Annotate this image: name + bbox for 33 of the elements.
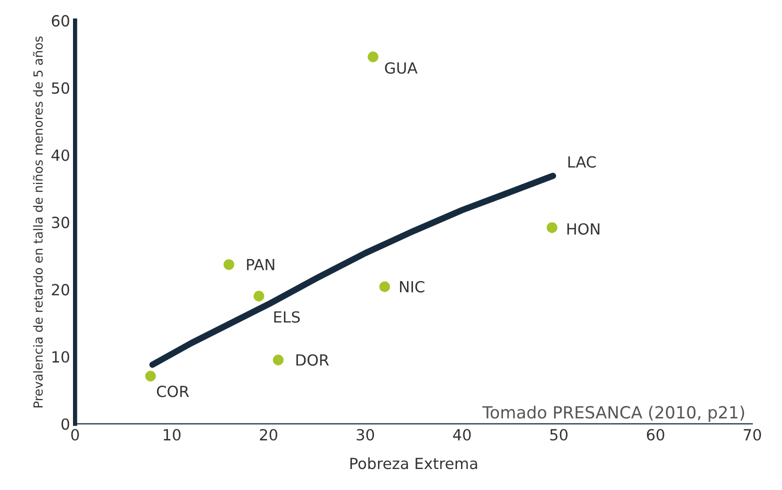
point [272, 354, 284, 366]
y-tick-label: 20 [52, 284, 70, 296]
point [145, 370, 156, 382]
annotation: PAN [247, 258, 274, 270]
point [546, 222, 558, 233]
y-tick-label: 10 [52, 351, 70, 363]
annotation: ELS [274, 311, 300, 323]
y-tick-label: 30 [52, 216, 70, 228]
x-tick-label: 10 [164, 428, 181, 441]
annotation: HON [567, 223, 600, 235]
y-tick-label: 40 [52, 149, 70, 162]
point [224, 259, 234, 270]
x-tick-label: 50 [550, 428, 568, 441]
point [379, 281, 390, 292]
point [254, 290, 264, 302]
y-axis-title: Prevalencia de retardo en talla de niños menores de 5 años [32, 36, 43, 408]
x-axis-title: Pobreza Extrema [350, 457, 478, 470]
y-tick-label: 50 [52, 82, 70, 94]
annotation: COR [156, 386, 189, 398]
y-tick-label: 0 [62, 418, 70, 430]
x-tick-label: 0 [71, 428, 79, 441]
annotation: DOR [296, 354, 329, 366]
x-tick-label: 30 [356, 428, 374, 441]
x-tick-label: 20 [260, 428, 278, 441]
series-label: LAC [568, 156, 596, 168]
annotation: NIC [400, 280, 424, 293]
x-tick-label: 60 [646, 428, 664, 441]
annotation: Tomado PRESANCA (2010, p21) [482, 406, 744, 422]
y-tick-label: 60 [52, 15, 70, 27]
x-tick-label: 40 [453, 428, 471, 441]
x-tick-label: 70 [744, 428, 761, 441]
annotation: GUA [385, 62, 418, 74]
point [368, 52, 378, 62]
